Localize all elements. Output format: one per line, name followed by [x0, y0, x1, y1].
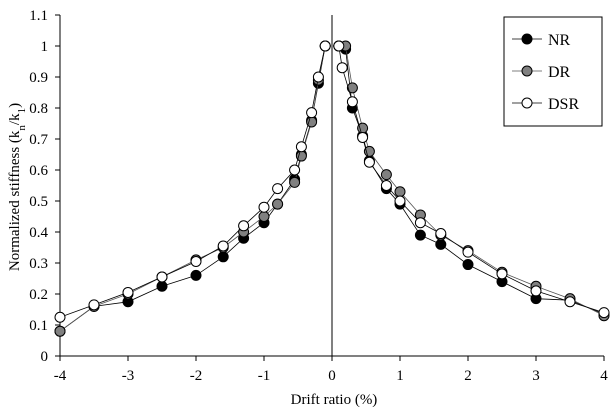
y-axis-title-main: Normalized stiffness (k	[7, 130, 23, 271]
legend-label-dsr: DSR	[548, 96, 579, 113]
data-point-dsr	[530, 285, 542, 297]
y-tick-label: 1	[41, 39, 49, 55]
legend-marker-nr	[521, 33, 533, 45]
data-point-dsr	[258, 201, 270, 213]
data-point-nr	[217, 251, 229, 263]
x-tick-label: -1	[258, 368, 271, 384]
data-point-dsr	[496, 268, 508, 280]
y-tick-label: 0.7	[29, 132, 48, 148]
y-tick-label: 0.9	[29, 70, 48, 86]
data-point-dsr	[336, 62, 348, 74]
data-point-dr	[258, 211, 270, 222]
data-point-dsr	[295, 141, 307, 153]
y-axis-ticks: 0 0.1 0.2 0.3 0.4 0.5 0.6 0.7 0.8 0.9 1 1.1	[29, 8, 60, 365]
data-point-dsr	[54, 311, 66, 323]
data-point-dsr	[319, 40, 331, 52]
y-axis-title: Normalized stiffness (kn/k1)	[7, 103, 28, 271]
data-point-dsr	[88, 299, 100, 311]
data-point-nr	[190, 269, 202, 281]
y-tick-label: 0.5	[29, 194, 48, 210]
legend: NR DR DSR	[503, 16, 603, 127]
series-layer	[54, 40, 610, 337]
x-tick-label: -3	[122, 368, 135, 384]
y-tick-label: 0.4	[29, 225, 48, 241]
data-point-nr	[414, 229, 426, 241]
data-point-dsr	[363, 156, 375, 168]
data-point-dsr	[289, 164, 301, 176]
x-tick-label: 4	[600, 368, 608, 384]
series-line-dr-positive	[338, 45, 605, 317]
x-tick-label: -4	[54, 368, 67, 384]
series-line-nr-negative	[59, 45, 326, 332]
x-axis-title: Drift ratio (%)	[291, 392, 378, 408]
data-point-dsr	[380, 180, 392, 191]
y-axis-title-sub2: 1	[16, 108, 28, 114]
legend-box	[503, 16, 603, 127]
x-tick-label: 3	[532, 368, 540, 384]
data-point-dsr	[156, 271, 168, 283]
series-dsr	[54, 40, 610, 323]
y-axis-title-mid: /k	[7, 113, 23, 125]
x-tick-label: -2	[190, 368, 203, 384]
data-point-dr	[272, 198, 284, 210]
data-point-dsr	[333, 40, 345, 52]
legend-label-nr: NR	[548, 32, 571, 49]
data-point-dsr	[217, 240, 229, 252]
x-tick-label: 0	[328, 368, 336, 384]
y-tick-label: 1.1	[29, 8, 48, 24]
data-point-dr	[380, 169, 392, 181]
series-line-dsr-negative	[59, 45, 326, 318]
y-tick-label: 0	[41, 349, 49, 365]
data-point-dsr	[394, 195, 406, 207]
legend-marker-dsr	[521, 97, 533, 109]
data-point-dsr	[598, 307, 610, 319]
y-axis-title-sub1: n	[16, 125, 28, 131]
data-point-nr	[435, 238, 447, 250]
legend-marker-dr	[521, 65, 533, 77]
data-point-dsr	[564, 296, 576, 308]
data-point-dsr	[357, 131, 369, 143]
legend-label-dr: DR	[548, 64, 571, 81]
y-axis-title-end: )	[7, 103, 23, 108]
x-axis-ticks: -4 -3 -2 -1 0 1 2 3 4	[54, 356, 608, 384]
data-point-dr	[363, 145, 375, 157]
data-point-dsr	[272, 183, 284, 195]
series-line-dr-negative	[59, 45, 326, 332]
data-point-dsr	[312, 71, 324, 83]
x-tick-label: 2	[464, 368, 472, 384]
series-line-dsr-positive	[338, 45, 605, 313]
data-point-dr	[54, 325, 66, 337]
data-point-dsr	[414, 217, 426, 229]
y-tick-label: 0.6	[29, 163, 48, 179]
data-point-dsr	[346, 96, 358, 108]
data-point-dr	[394, 186, 406, 198]
y-tick-label: 0.2	[29, 287, 48, 303]
data-point-dsr	[238, 220, 250, 232]
y-tick-label: 0.1	[29, 318, 48, 334]
y-tick-label: 0.8	[29, 101, 48, 117]
y-tick-label: 0.3	[29, 256, 48, 272]
data-point-dsr	[122, 286, 134, 298]
data-point-dsr	[306, 107, 318, 119]
data-point-nr	[156, 280, 168, 292]
data-point-nr	[462, 259, 474, 271]
data-point-dr	[346, 82, 358, 94]
data-point-dsr	[435, 228, 447, 240]
x-tick-label: 1	[396, 368, 404, 384]
data-point-dsr	[190, 255, 202, 267]
data-point-dsr	[462, 246, 474, 258]
data-point-dr	[289, 176, 301, 188]
